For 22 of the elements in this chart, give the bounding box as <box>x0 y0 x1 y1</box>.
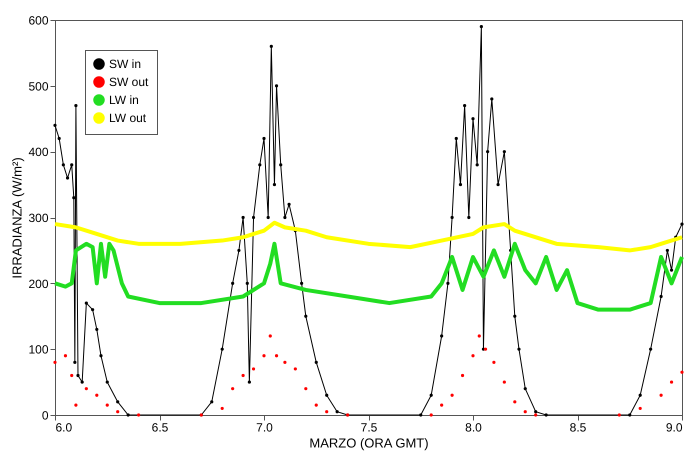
legend-label: LW in <box>109 93 139 107</box>
line-series <box>53 242 684 312</box>
x-tick-label: 9.0 <box>666 420 683 434</box>
x-tick-label: 7.5 <box>360 420 378 434</box>
x-tick-label: 7.0 <box>256 420 274 434</box>
y-tick-label: 400 <box>28 145 49 160</box>
y-tick-label: 500 <box>28 79 49 94</box>
x-tick-label: 8.0 <box>465 420 482 434</box>
x-tick-label: 8.5 <box>570 420 587 434</box>
line-series <box>53 220 684 252</box>
legend-label: SW out <box>109 75 150 89</box>
legend-label: SW in <box>109 57 142 71</box>
y-tick-label: 200 <box>28 276 49 291</box>
y-axis-title: IRRADIANZA (W/m²) <box>9 157 24 279</box>
y-tick-label: 300 <box>28 211 49 225</box>
x-tick-label: 6.5 <box>152 420 169 434</box>
y-tick-label: 0 <box>42 408 49 422</box>
y-tick-label: 600 <box>28 14 49 28</box>
y-tick-label: 100 <box>28 342 49 357</box>
x-axis-title: MARZO (ORA GMT) <box>309 436 429 450</box>
legend-label: LW out <box>109 111 147 125</box>
x-tick-label: 6.0 <box>56 420 73 434</box>
